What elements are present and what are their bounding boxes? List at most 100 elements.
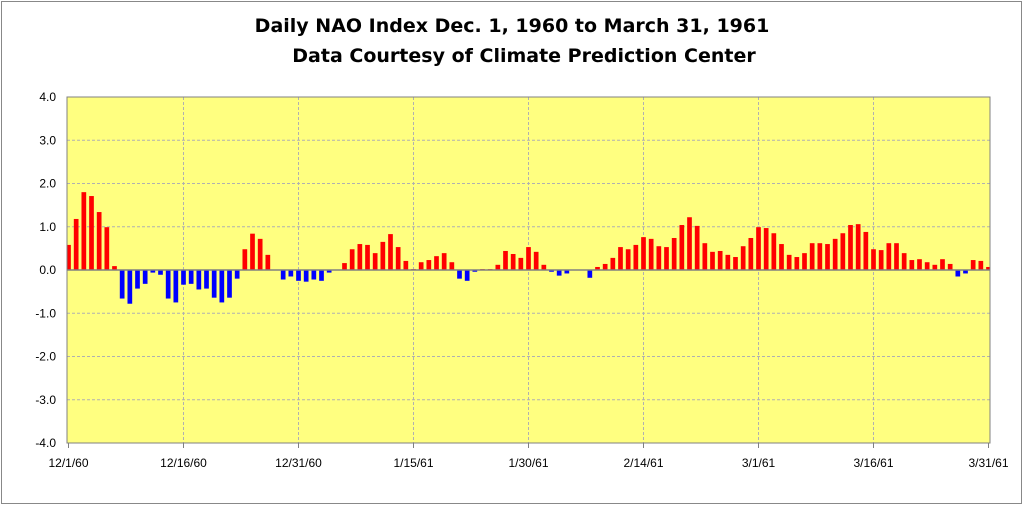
x-tick-label: 12/16/60 [160,456,207,470]
x-tick-label: 12/1/60 [48,456,88,470]
y-tick-label: -1.0 [35,306,56,320]
bar-day-101 [832,238,838,270]
bar-day-81 [679,225,685,270]
bar-day-108 [886,243,892,270]
bar-day-7 [112,266,117,270]
bar-day-10 [135,270,140,289]
bar-day-47 [418,262,424,270]
bar-day-110 [901,253,907,270]
bar-day-63 [541,264,547,270]
bar-day-30 [288,270,294,277]
x-tick-label: 1/30/61 [508,456,548,470]
bar-day-107 [878,250,884,270]
bar-day-40 [365,244,370,270]
bar-day-53 [464,270,470,281]
bar-day-120 [978,260,984,270]
x-tick-label: 2/14/61 [623,456,663,470]
y-tick-label: -4.0 [35,436,56,450]
bar-day-90 [748,237,754,270]
bar-day-24 [242,249,248,270]
bar-day-66 [564,270,570,274]
bar-day-83 [694,225,700,270]
bars [67,192,990,304]
bar-day-33 [311,270,317,280]
bar-day-72 [610,257,616,270]
bar-day-87 [725,254,731,270]
bar-day-119 [970,260,976,270]
bar-day-49 [434,256,439,270]
bar-day-16 [181,270,186,285]
bar-day-100 [825,244,830,270]
bar-day-22 [227,270,232,298]
bar-day-15 [173,270,179,303]
bar-day-80 [671,237,677,270]
bar-day-102 [840,233,846,270]
bar-day-34 [319,270,324,281]
bar-day-79 [664,247,669,270]
bar-day-48 [426,260,432,270]
bar-day-41 [372,253,378,270]
bar-day-118 [963,270,968,274]
bar-day-109 [894,243,899,270]
bar-day-65 [556,270,562,276]
bar-day-2 [73,218,79,270]
bar-day-121 [986,266,990,270]
bar-day-19 [204,270,209,289]
x-tick-label: 12/31/60 [275,456,322,470]
y-axis: -4.0 -3.0 -2.0 -1.0 0.0 1.0 2.0 3.0 4.0 [35,90,56,450]
bar-day-117 [955,270,961,277]
bar-day-25 [250,233,255,270]
bar-day-69 [587,270,593,278]
bar-day-105 [863,231,869,270]
bar-day-91 [756,227,761,270]
bar-day-3 [81,192,87,270]
bar-day-115 [940,259,945,270]
bar-day-112 [917,259,922,270]
bar-day-6 [104,227,110,270]
bar-day-32 [303,270,309,282]
y-tick-label: -3.0 [35,393,56,407]
bar-day-1 [67,244,71,270]
bar-day-85 [710,251,715,270]
bar-day-92 [763,228,769,270]
x-axis: 12/1/60 12/16/60 12/31/60 1/15/61 1/30/61 2/1… [48,443,1009,470]
bar-day-73 [618,247,623,270]
bar-day-29 [280,270,286,280]
bar-day-59 [510,253,516,270]
bar-day-23 [234,270,240,279]
bar-day-39 [357,244,363,270]
bar-day-111 [909,260,915,270]
bar-day-82 [687,217,692,270]
y-tick-label: 3.0 [39,133,56,147]
bar-day-44 [395,247,401,270]
bar-day-50 [441,253,447,270]
bar-day-95 [786,254,792,270]
bar-day-94 [779,244,784,270]
y-tick-label: 1.0 [39,220,56,234]
y-tick-label: 2.0 [39,177,56,191]
bar-day-75 [633,244,639,270]
bar-day-98 [809,243,815,270]
bar-day-51 [449,262,455,270]
bar-day-60 [518,257,524,270]
bar-day-86 [717,250,723,270]
bar-day-17 [188,270,194,284]
bar-day-26 [257,238,263,270]
bar-day-71 [602,263,608,270]
bar-day-74 [625,249,631,270]
bar-day-4 [89,196,94,270]
x-tick-label: 3/16/61 [853,456,893,470]
x-tick-label: 3/1/61 [742,456,776,470]
bar-day-84 [702,243,708,270]
bar-day-58 [503,250,508,270]
bar-day-45 [403,260,409,270]
bar-day-113 [924,262,930,270]
bar-day-38 [349,249,355,270]
bar-day-77 [648,238,654,270]
bar-day-20 [211,270,217,298]
bar-day-35 [326,270,332,273]
bar-day-14 [165,270,171,299]
bar-day-54 [472,270,478,272]
bar-day-97 [802,253,807,270]
